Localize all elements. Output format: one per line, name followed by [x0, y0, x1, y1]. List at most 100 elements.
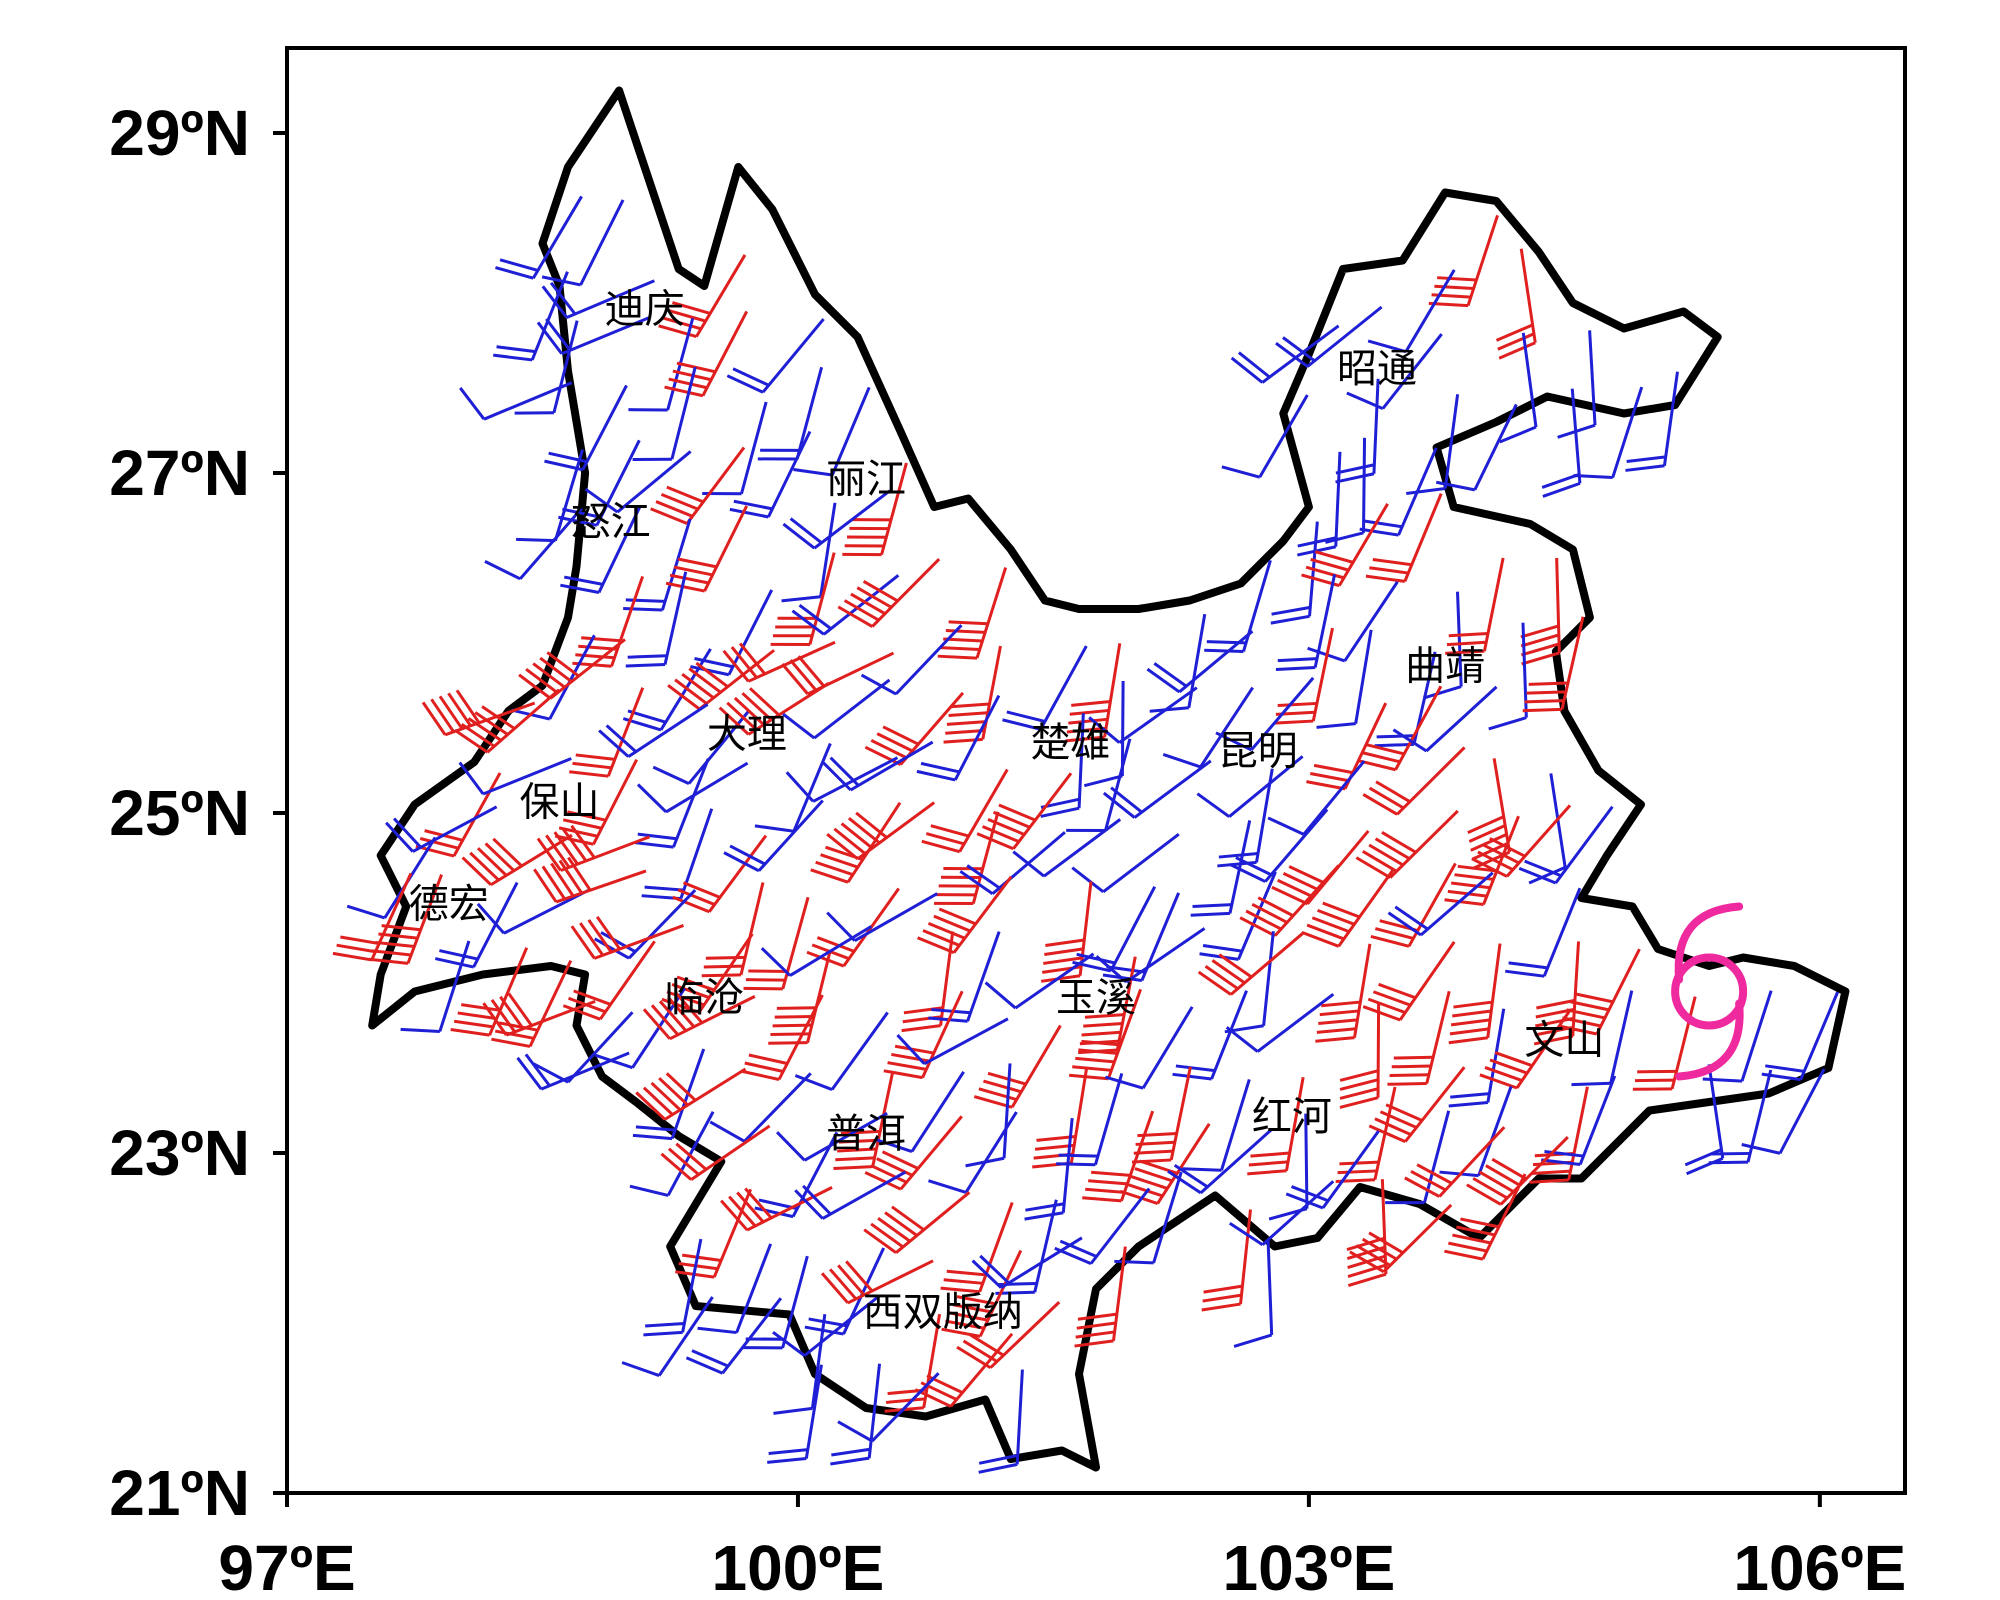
wind-barb	[569, 687, 645, 778]
wind-barb	[658, 254, 747, 339]
wind-barb	[1367, 269, 1456, 354]
wind-barb	[833, 1073, 894, 1171]
wind-barb	[956, 1301, 1061, 1370]
wind-barb	[1233, 1240, 1274, 1348]
wind-barb	[623, 518, 692, 612]
wind-barb	[533, 856, 647, 904]
wind-barb	[709, 1072, 812, 1143]
wind-barb	[1197, 931, 1305, 996]
wind-barb	[743, 1255, 809, 1350]
wind-barb	[516, 449, 585, 543]
wind-barb	[978, 1369, 1024, 1474]
wind-barb	[1316, 629, 1373, 729]
wind-barb	[632, 366, 697, 462]
wind-barb	[1573, 386, 1644, 480]
wind-barb	[820, 1259, 934, 1305]
wind-barb	[1362, 941, 1456, 1022]
wind-barb	[1201, 1209, 1252, 1312]
wind-barb	[1558, 948, 1641, 1036]
wind-barb	[458, 757, 572, 796]
wind-barb	[1315, 943, 1372, 1043]
wind-barb	[385, 805, 498, 853]
wind-barb	[720, 1186, 833, 1232]
wind-barb	[1362, 746, 1466, 816]
wind-barb	[1505, 887, 1582, 978]
wind-barb	[1225, 992, 1335, 1053]
wind-barb	[1083, 680, 1125, 788]
wind-barb	[1471, 804, 1572, 878]
wind-barb	[826, 801, 936, 861]
lon-tick-label: 103ºE	[1222, 1532, 1395, 1600]
wind-barb	[883, 990, 964, 1080]
wind-barb	[740, 994, 824, 1081]
wind-barb	[1275, 305, 1383, 368]
wind-barb	[1239, 864, 1340, 938]
wind-barb	[1229, 808, 1329, 883]
wind-barb	[1423, 591, 1463, 700]
wind-barb	[629, 1111, 715, 1197]
wind-barb	[1012, 818, 1122, 878]
wind-barb	[916, 694, 1001, 782]
wind-barb	[1102, 759, 1212, 819]
wind-barb	[1355, 809, 1459, 879]
wind-barb	[1404, 1126, 1506, 1198]
wind-barb	[518, 638, 626, 700]
city-label: 玉溪	[1056, 975, 1136, 1021]
wind-barb	[976, 772, 1073, 851]
wind-barb	[675, 1188, 753, 1279]
wind-barb	[1215, 676, 1315, 752]
wind-barb	[1339, 1002, 1381, 1109]
wind-barb	[1741, 1068, 1826, 1155]
city-label: 昆明	[1218, 729, 1298, 775]
wind-barb	[636, 761, 749, 814]
wind-barb	[1632, 996, 1697, 1091]
lat-tick-label: 21ºN	[109, 1457, 250, 1529]
wind-barb	[400, 940, 471, 1033]
wind-barb	[1387, 871, 1494, 937]
wind-barb	[772, 1295, 880, 1357]
wind-barb	[1285, 1130, 1380, 1210]
wind-barb	[1182, 1079, 1251, 1172]
city-label: 红河	[1252, 1094, 1332, 1140]
wind-barb	[560, 506, 642, 594]
wind-barb	[1172, 990, 1248, 1081]
wind-barb	[1114, 1171, 1183, 1265]
wind-barb	[864, 1115, 963, 1191]
wind-barb	[459, 381, 573, 421]
wind-barb	[864, 691, 965, 766]
wind-barb	[782, 489, 891, 550]
wind-barb	[1267, 760, 1366, 836]
wind-barb	[1571, 990, 1634, 1087]
wind-barb	[874, 1071, 965, 1153]
wind-barb	[718, 682, 830, 736]
city-label: 保山	[520, 780, 600, 826]
wind-barb	[672, 834, 768, 914]
wind-barb	[1445, 557, 1505, 655]
wind-barb	[785, 756, 899, 803]
wind-barb	[1167, 1128, 1273, 1195]
wind-barb	[794, 1011, 889, 1091]
wind-barb	[1196, 755, 1304, 818]
wind-barb	[1301, 868, 1395, 948]
wind-barb	[1466, 1136, 1569, 1206]
wind-barb	[754, 742, 832, 833]
wind-barb	[1392, 685, 1498, 753]
wind-barb	[1024, 1117, 1074, 1221]
wind-barb	[1230, 324, 1340, 384]
wind-barb	[821, 740, 934, 792]
wind-barb	[726, 318, 825, 394]
wind-barb	[634, 758, 710, 849]
wind-barb	[760, 925, 873, 977]
wind-barb	[773, 1314, 827, 1415]
city-label: 西双版纳	[863, 1290, 1023, 1336]
wind-barb	[973, 1024, 1062, 1109]
lon-tick-label: 100ºE	[712, 1532, 885, 1600]
wind-barb	[1444, 815, 1520, 906]
wind-barb	[541, 279, 655, 319]
city-label: 丽江	[826, 457, 906, 503]
wind-barb	[1074, 1246, 1127, 1348]
wind-barb	[1349, 1203, 1453, 1274]
longitude-axis: 97ºE 100ºE 103ºE 106ºE	[218, 1493, 1906, 1600]
wind-barb	[536, 316, 651, 356]
wind-barb	[625, 571, 688, 668]
